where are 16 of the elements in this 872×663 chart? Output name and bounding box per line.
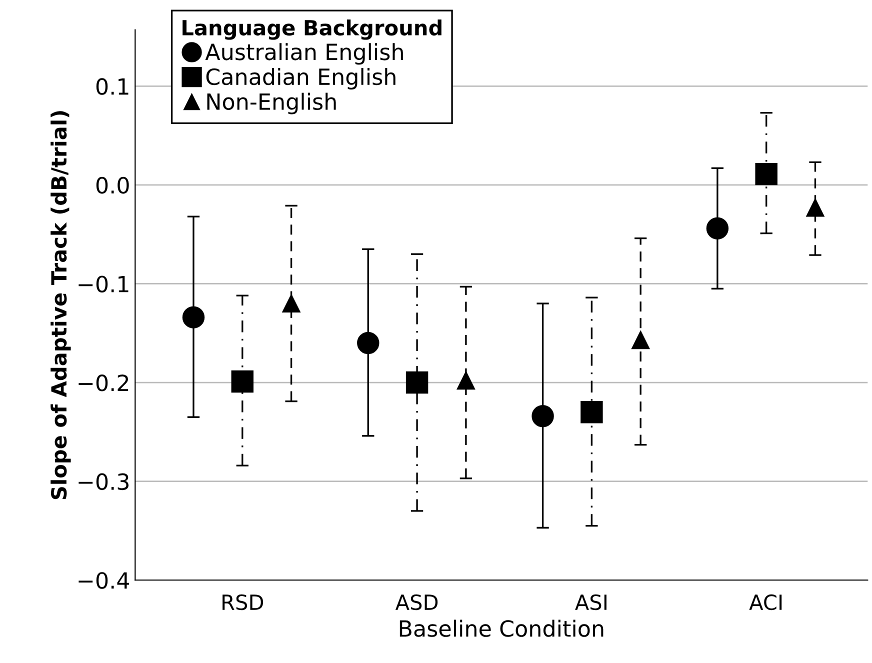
legend-label: Canadian English <box>206 68 396 90</box>
y-tick-label: −0.4 <box>78 572 130 589</box>
x-tick-label: RSD <box>222 594 264 610</box>
x-tick-label: ACI <box>749 594 782 610</box>
y-tick-label: −0.3 <box>78 473 129 490</box>
legend-label: Non-English <box>207 92 336 114</box>
legend-title: Language Background <box>182 19 442 40</box>
x-axis-title: Baseline Condition <box>400 620 604 637</box>
x-tick-label: ASD <box>395 594 438 610</box>
y-tick-label: 0.1 <box>96 78 128 95</box>
x-tick-label: ASI <box>575 594 606 610</box>
y-tick-label: −0.2 <box>78 374 128 392</box>
y-tick-label: 0.0 <box>96 176 129 194</box>
y-tick-label: −0.1 <box>78 276 128 292</box>
y-axis-title: Slope of Adaptive Track (dB/trial) <box>50 111 71 500</box>
legend-label: Australian English <box>205 43 403 65</box>
